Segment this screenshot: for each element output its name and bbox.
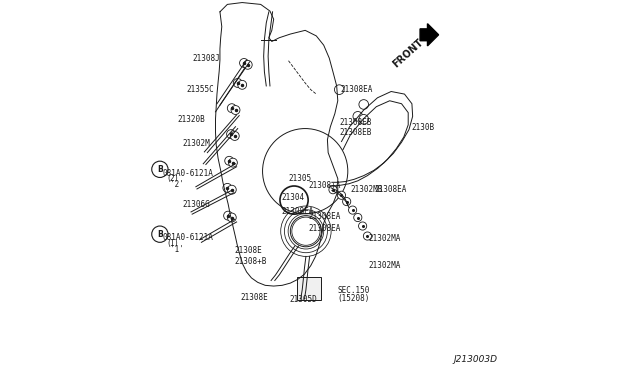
Circle shape: [349, 206, 356, 214]
Polygon shape: [420, 24, 438, 46]
Text: 21308EB: 21308EB: [339, 128, 372, 137]
Circle shape: [243, 60, 252, 69]
Text: 081A0-6121A: 081A0-6121A: [163, 169, 213, 177]
Text: 21308E: 21308E: [240, 293, 268, 302]
Text: (2): (2): [167, 174, 178, 183]
Circle shape: [342, 198, 351, 206]
Text: 21308E: 21308E: [235, 246, 262, 255]
Circle shape: [358, 222, 367, 230]
Text: 21302MA: 21302MA: [368, 261, 401, 270]
Text: 21304: 21304: [281, 193, 304, 202]
Text: 21308EA: 21308EA: [340, 85, 372, 94]
Circle shape: [227, 130, 236, 138]
Text: B: B: [157, 165, 163, 174]
Text: 21308J: 21308J: [192, 54, 220, 62]
Circle shape: [237, 80, 246, 89]
Text: 21308EB: 21308EB: [339, 118, 372, 127]
Circle shape: [231, 106, 240, 115]
Text: B: B: [157, 230, 163, 239]
Text: '1': '1': [170, 244, 184, 253]
Circle shape: [353, 112, 363, 121]
Circle shape: [225, 156, 234, 165]
Text: 21308EA: 21308EA: [308, 212, 340, 221]
Circle shape: [227, 185, 236, 194]
Text: 21308EA: 21308EA: [281, 208, 314, 217]
Text: 21308EA: 21308EA: [375, 185, 407, 194]
Text: SEC.150: SEC.150: [338, 286, 370, 295]
Circle shape: [337, 191, 346, 199]
Text: 21308+A: 21308+A: [308, 181, 340, 190]
Text: (1): (1): [167, 239, 178, 248]
Circle shape: [228, 158, 237, 167]
Circle shape: [335, 85, 344, 94]
Circle shape: [359, 115, 369, 124]
Circle shape: [364, 232, 371, 240]
Text: 21305D: 21305D: [290, 295, 317, 304]
Circle shape: [329, 186, 337, 194]
Text: 21308+B: 21308+B: [235, 257, 267, 266]
Circle shape: [230, 132, 239, 140]
Text: 21320B: 21320B: [177, 115, 205, 124]
Text: 21308EA: 21308EA: [308, 224, 340, 233]
Circle shape: [354, 214, 362, 222]
Text: 2130B: 2130B: [412, 123, 435, 132]
Text: 21302M: 21302M: [183, 139, 211, 148]
Circle shape: [233, 78, 242, 87]
Text: J213003D: J213003D: [454, 355, 498, 364]
Circle shape: [239, 58, 248, 67]
Text: 21302MA: 21302MA: [368, 234, 401, 243]
Bar: [297, 277, 321, 300]
Circle shape: [223, 211, 232, 220]
Text: 081A0-6121A: 081A0-6121A: [163, 233, 213, 243]
Circle shape: [223, 183, 232, 192]
Circle shape: [227, 104, 236, 113]
Text: '2': '2': [170, 180, 184, 189]
Text: 21306G: 21306G: [183, 200, 211, 209]
Circle shape: [359, 100, 369, 109]
Text: 21302MB: 21302MB: [350, 185, 383, 194]
Text: (15208): (15208): [338, 294, 370, 303]
Text: FRONT: FRONT: [391, 37, 426, 70]
Text: 21355C: 21355C: [187, 85, 214, 94]
Circle shape: [227, 213, 236, 222]
Text: 21305: 21305: [289, 174, 312, 183]
